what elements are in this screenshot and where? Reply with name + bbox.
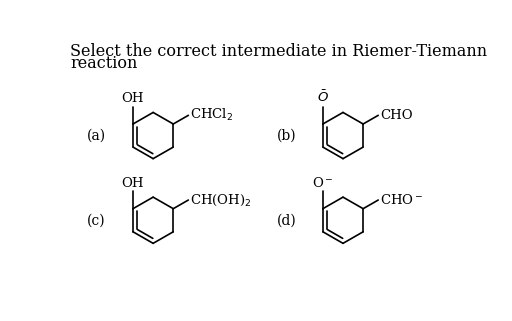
Text: CH(OH)$_2$: CH(OH)$_2$ bbox=[190, 192, 251, 208]
Text: OH: OH bbox=[122, 177, 144, 190]
Text: reaction: reaction bbox=[70, 55, 138, 72]
Text: (c): (c) bbox=[87, 213, 106, 227]
Text: (d): (d) bbox=[277, 213, 297, 227]
Text: (a): (a) bbox=[87, 128, 106, 143]
Text: OH: OH bbox=[122, 92, 144, 105]
Text: CHO: CHO bbox=[380, 109, 412, 122]
Text: CHO$^-$: CHO$^-$ bbox=[380, 193, 423, 207]
Text: Select the correct intermediate in Riemer-Tiemann: Select the correct intermediate in Rieme… bbox=[70, 43, 487, 60]
Text: $\bar{O}$: $\bar{O}$ bbox=[317, 90, 329, 105]
Text: O$^-$: O$^-$ bbox=[312, 176, 334, 190]
Text: CHCl$_2$: CHCl$_2$ bbox=[190, 107, 233, 123]
Text: (b): (b) bbox=[277, 128, 297, 143]
